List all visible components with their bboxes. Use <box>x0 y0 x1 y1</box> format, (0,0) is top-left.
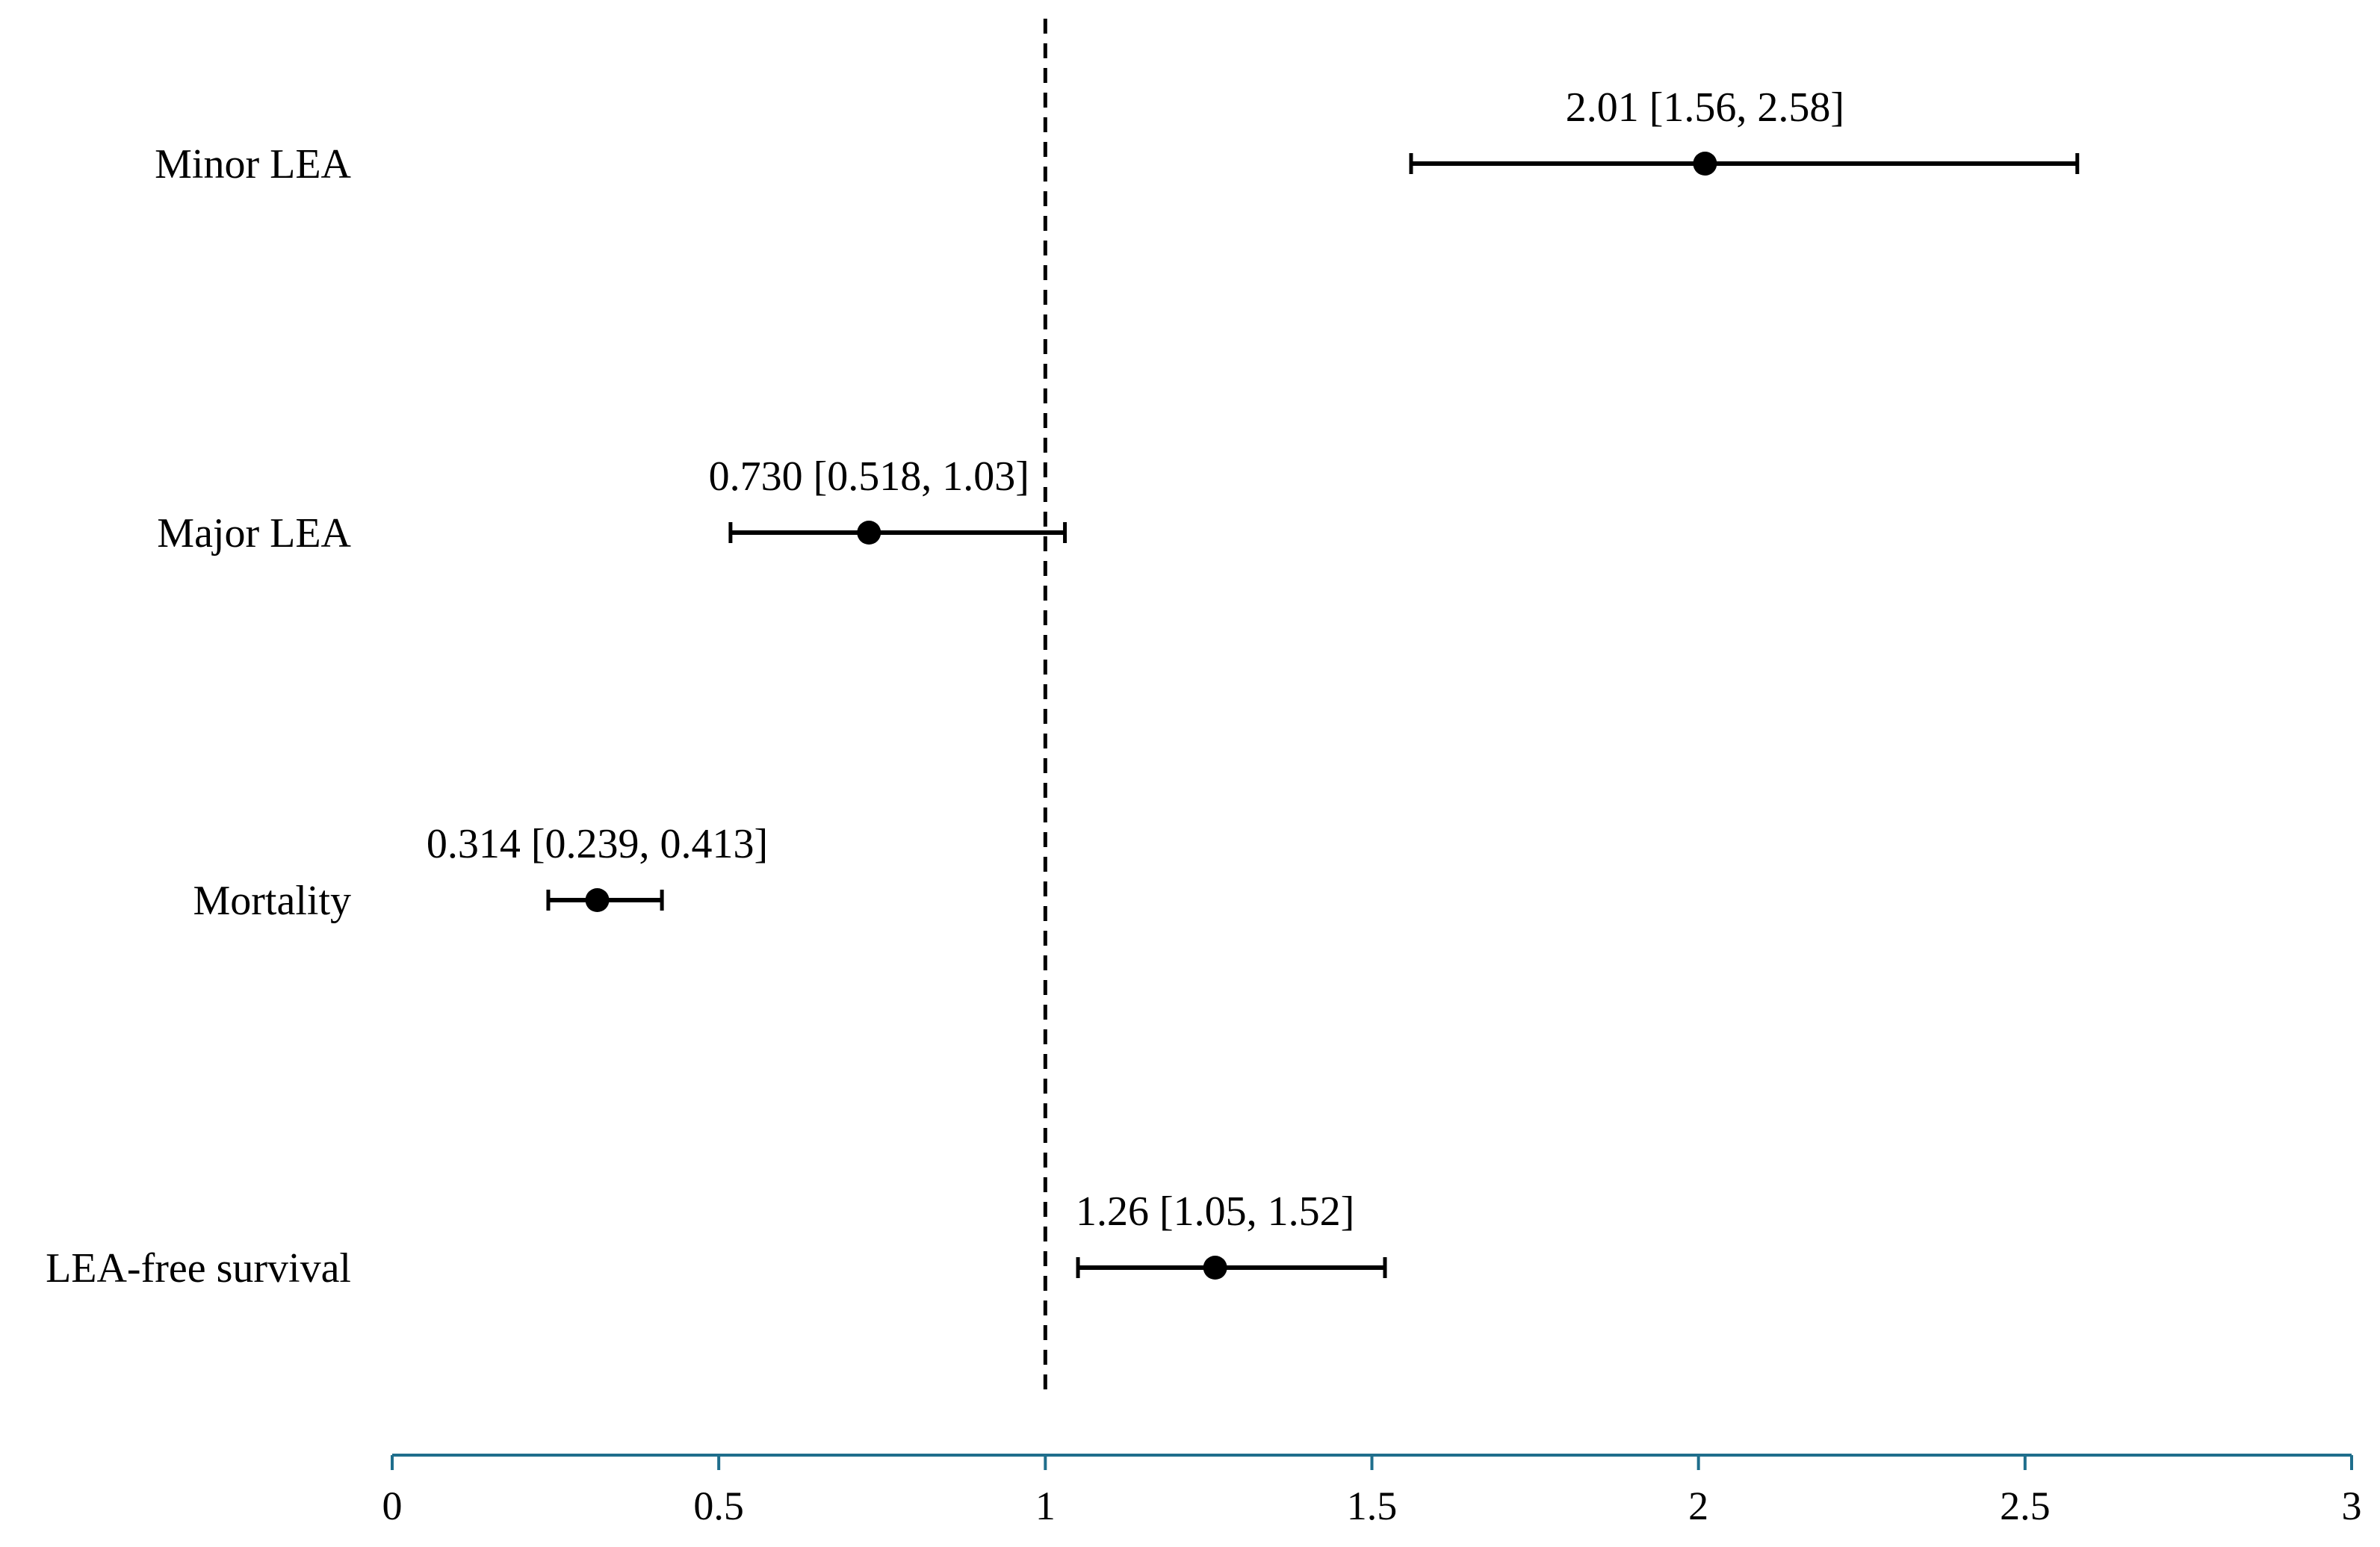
estimate-label: 0.314 [0.239, 0.413] <box>427 821 768 867</box>
x-tick-label: 1 <box>1035 1484 1056 1528</box>
estimate-label: 1.26 [1.05, 1.52] <box>1076 1188 1354 1235</box>
point-estimate <box>1693 152 1717 176</box>
point-estimate <box>585 888 610 912</box>
forest-row: Minor LEA 2.01 [1.56, 2.58] <box>155 84 2080 187</box>
estimate-label: 2.01 [1.56, 2.58] <box>1566 84 1844 131</box>
row-label: Minor LEA <box>155 141 351 187</box>
rows-layer: Minor LEA 2.01 [1.56, 2.58] Major LEA 0.730… <box>46 84 2080 1292</box>
row-label: Mortality <box>193 878 351 924</box>
x-tick-label: 3 <box>2342 1484 2362 1528</box>
row-label: Major LEA <box>157 510 351 557</box>
forest-row: Mortality 0.314 [0.239, 0.413] <box>193 821 768 924</box>
x-tick-label: 1.5 <box>1347 1484 1398 1528</box>
estimate-label: 0.730 [0.518, 1.03] <box>709 453 1029 500</box>
x-tick-label: 0 <box>382 1484 403 1528</box>
x-axis: 0 0.5 1 1.5 2 2.5 3 <box>382 1454 2362 1528</box>
x-tick-label: 2.5 <box>2000 1484 2051 1528</box>
forest-row: Major LEA 0.730 [0.518, 1.03] <box>157 453 1067 557</box>
x-tick-label: 0.5 <box>693 1484 744 1528</box>
row-label: LEA-free survival <box>46 1245 351 1292</box>
point-estimate <box>857 521 881 545</box>
x-tick-label: 2 <box>1688 1484 1708 1528</box>
point-estimate <box>1203 1256 1227 1280</box>
forest-row: LEA-free survival 1.26 [1.05, 1.52] <box>46 1188 1387 1292</box>
